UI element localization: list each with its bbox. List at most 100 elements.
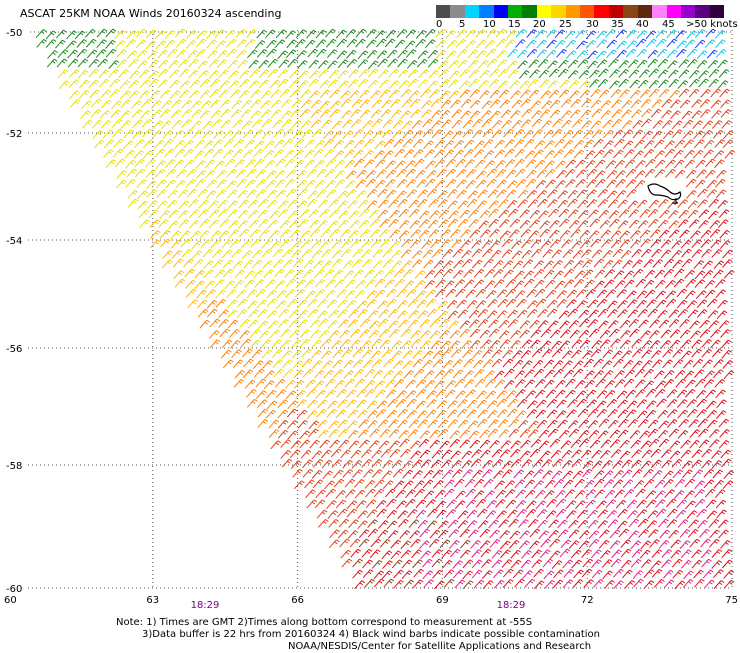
wind-barb [448,79,459,89]
wind-barb [402,138,414,148]
wind-barb [407,69,419,78]
wind-barb [537,320,549,329]
wind-barb [507,319,519,328]
wind-barb [234,269,245,279]
wind-barb [209,339,221,349]
wind-barb [680,449,692,459]
wind-barb [329,89,341,99]
wind-barb [565,500,577,509]
wind-barb [613,580,624,590]
wind-barb [390,539,402,549]
wind-barb [191,250,203,259]
wind-barb [403,370,415,379]
wind-barb [400,549,412,559]
wind-barb [257,209,269,219]
wind-barb [691,339,702,349]
wind-barb [350,109,361,118]
wind-barb [505,499,517,509]
wind-barb [66,30,78,40]
wind-barb [545,289,557,299]
wind-barb [567,209,579,219]
wind-barb [291,99,302,109]
wind-barb [433,269,445,278]
wind-barb [618,78,630,88]
scale-swatch [536,5,552,18]
wind-barb [267,58,279,68]
wind-barb [88,68,100,78]
wind-barb [499,99,511,109]
scale-label: 20 [533,19,546,30]
wind-barb [287,210,299,220]
wind-barb [676,48,687,58]
wind-barb [352,348,364,358]
wind-barb [266,48,277,58]
wind-barb [359,318,371,328]
wind-barb [574,270,586,280]
wind-barb [353,149,364,159]
wind-barb [692,149,704,159]
wind-barb [409,530,420,540]
wind-barb [723,579,735,589]
wind-barb [533,568,544,578]
wind-barb [168,59,179,69]
wind-barb [356,399,367,409]
wind-barb [647,510,659,519]
wind-barb [568,80,580,89]
wind-barb [660,340,671,349]
wind-barb [689,320,700,330]
wind-barb [374,278,386,288]
wind-barb [556,290,568,299]
wind-barb [212,259,224,269]
wind-barb [495,160,506,169]
wind-barb [397,198,408,208]
wind-barb [388,80,400,90]
wind-barb [364,388,376,398]
wind-barb [679,540,691,549]
wind-barb [553,569,564,579]
wind-barb [280,439,291,448]
wind-barb [170,109,182,119]
wind-barb [314,269,325,279]
wind-barb [516,398,528,408]
wind-barb [581,568,593,578]
wind-barb [438,69,450,78]
wind-barb [558,68,569,78]
wind-barb [567,59,579,69]
wind-barb [465,389,476,399]
wind-barb [203,140,214,150]
wind-barb [337,419,349,429]
wind-barb [431,558,443,568]
wind-barb [677,430,689,439]
wind-barb [620,539,631,549]
wind-barb [68,79,80,89]
wind-barb [596,30,607,40]
wind-barb [289,229,301,239]
wind-barb [592,579,604,588]
wind-barb [212,139,224,148]
wind-barb [119,80,131,90]
wind-barb [434,489,446,499]
wind-barb [179,89,190,99]
wind-barb [407,509,418,518]
wind-barb [452,359,464,368]
wind-barb [128,80,140,89]
wind-barb [522,570,533,579]
wind-barb [445,158,456,168]
wind-barb [342,260,354,270]
wind-barb [718,519,729,529]
wind-barb [410,338,422,348]
wind-barb [694,488,705,498]
wind-barb [715,389,726,399]
wind-barb [453,269,464,279]
wind-barb [216,59,228,68]
wind-barb [407,298,419,308]
wind-barb [527,429,539,438]
wind-barb [685,379,696,389]
wind-barb [487,299,498,308]
wind-barb [687,528,699,538]
wind-barb [229,340,241,349]
wind-barb [544,150,555,159]
wind-barb [438,520,449,530]
wind-barb [713,479,725,489]
wind-barb [371,359,383,368]
